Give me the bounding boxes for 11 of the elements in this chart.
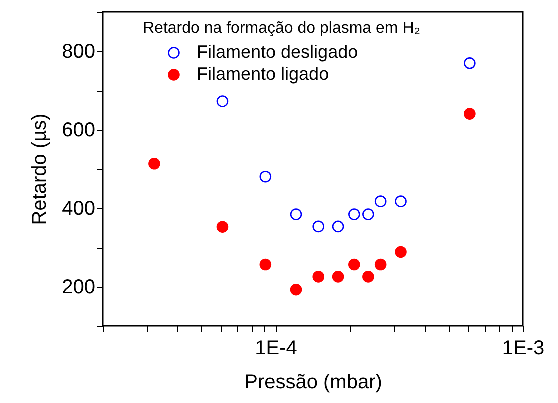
legend-title: Retardo na formação do plasma em H₂ (143, 20, 420, 37)
x-tick-label: 1E-3 (502, 338, 545, 360)
legend-label: Filamento ligado (197, 64, 330, 84)
y-tick-label: 800 (62, 40, 96, 63)
y-axis-title: Retardo (µs) (29, 114, 52, 226)
y-tick-label: 400 (62, 198, 96, 220)
x-axis-title: Pressão (mbar) (244, 372, 382, 394)
legend-label: Filamento desligado (197, 42, 358, 62)
x-tick-label: 1E-4 (255, 338, 298, 360)
y-tick-label: 200 (62, 276, 96, 298)
y-tick-label: 600 (62, 119, 96, 142)
